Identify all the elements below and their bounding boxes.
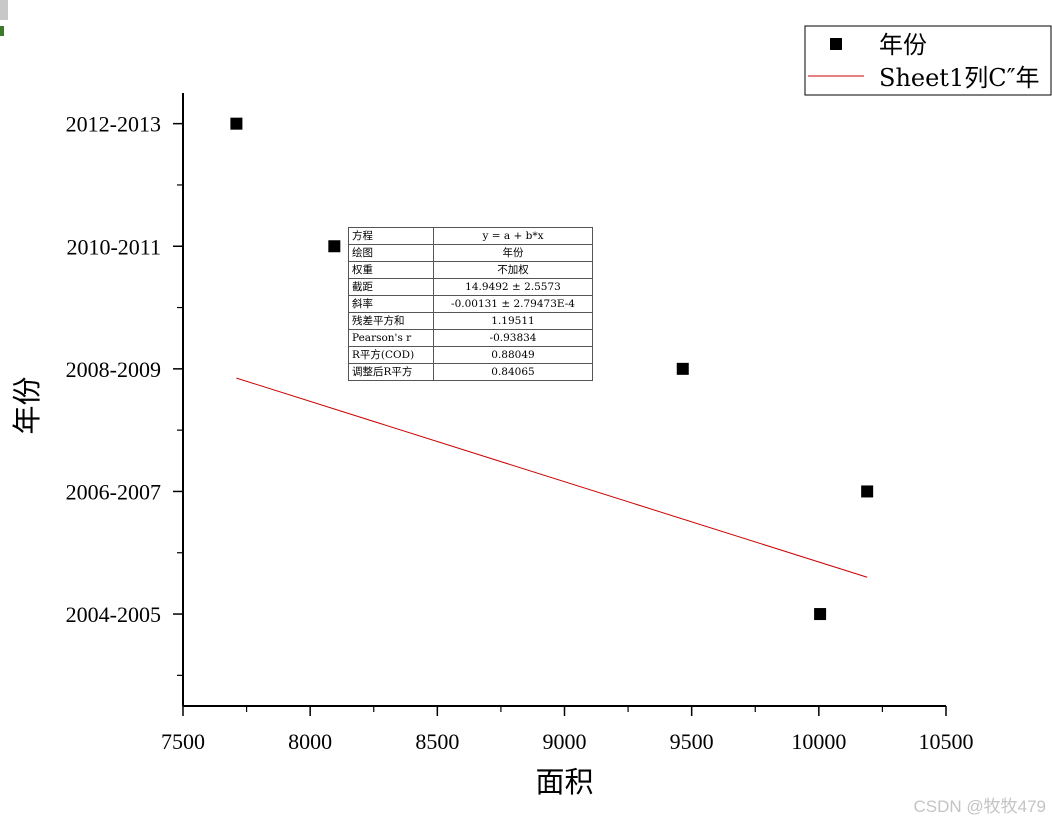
x-tick-label: 9000 xyxy=(543,729,587,754)
fit-table-row: 绘图 年份 xyxy=(348,244,593,262)
legend-marker-square xyxy=(830,38,842,50)
fit-table-key: 斜率 xyxy=(348,295,434,313)
x-tick-label: 8500 xyxy=(415,729,459,754)
fit-table-key: 方程 xyxy=(348,227,434,245)
x-axis-title: 面积 xyxy=(535,765,593,799)
fit-table-row: 残差平方和 1.19511 xyxy=(348,312,593,330)
x-tick-label: 8000 xyxy=(288,729,332,754)
legend-label-scatter: 年份 xyxy=(879,31,927,59)
fit-table-value: 0.88049 xyxy=(433,346,593,364)
fit-table-key: 截距 xyxy=(348,278,434,296)
fit-table-key: 权重 xyxy=(348,261,434,279)
fit-table-row: 调整后R平方 0.84065 xyxy=(348,363,593,381)
data-point xyxy=(676,362,689,375)
fit-table-value: y = a + b*x xyxy=(433,227,593,245)
fit-table-key: Pearson's r xyxy=(348,329,434,347)
fit-table-value: -0.93834 xyxy=(433,329,593,347)
window-corner-marker xyxy=(0,0,8,20)
x-tick-label: 7500 xyxy=(161,729,205,754)
fit-table-row: 斜率 -0.00131 ± 2.79473E-4 xyxy=(348,295,593,313)
fit-table-row: R平方(COD) 0.88049 xyxy=(348,346,593,364)
fit-table-value: 不加权 xyxy=(433,261,593,279)
x-tick-label: 9500 xyxy=(670,729,714,754)
fit-table-value: 0.84065 xyxy=(433,363,593,381)
x-tick-label: 10000 xyxy=(791,729,846,754)
data-point xyxy=(230,117,243,130)
fit-table-value: 1.19511 xyxy=(433,312,593,330)
data-point xyxy=(861,485,874,498)
y-tick-label: 2010-2011 xyxy=(66,234,161,259)
fit-table-key: 残差平方和 xyxy=(348,312,434,330)
fit-table-value: -0.00131 ± 2.79473E-4 xyxy=(433,295,593,313)
legend-label-fit: Sheet1列C″年 xyxy=(879,64,1040,92)
fit-table-value: 14.9492 ± 2.5573 xyxy=(433,278,593,296)
y-axis-title: 年份 xyxy=(10,376,44,434)
fit-table-row: 方程 y = a + b*x xyxy=(348,227,593,245)
fit-table-key: 绘图 xyxy=(348,244,434,262)
fit-table-row: Pearson's r -0.93834 xyxy=(348,329,593,347)
fit-table-key: R平方(COD) xyxy=(348,346,434,364)
fit-table-key: 调整后R平方 xyxy=(348,363,434,381)
data-point xyxy=(814,608,827,621)
y-tick-label: 2006-2007 xyxy=(66,479,161,504)
fit-table-row: 截距 14.9492 ± 2.5573 xyxy=(348,278,593,296)
fit-line xyxy=(236,377,868,578)
y-tick-label: 2008-2009 xyxy=(66,357,161,382)
y-tick-label: 2012-2013 xyxy=(66,112,161,137)
watermark: CSDN @牧牧479 xyxy=(913,797,1046,816)
data-point xyxy=(328,240,341,253)
legend-box xyxy=(804,25,1052,96)
window-corner-icon xyxy=(0,26,4,36)
y-tick-label: 2004-2005 xyxy=(66,602,161,627)
fit-table-row: 权重 不加权 xyxy=(348,261,593,279)
x-tick-label: 10500 xyxy=(919,729,974,754)
fit-table-value: 年份 xyxy=(433,244,593,262)
fit-results-table: 方程 y = a + b*x 绘图 年份 权重 不加权 截距 14.9492 ± 2.5573… xyxy=(348,227,593,381)
